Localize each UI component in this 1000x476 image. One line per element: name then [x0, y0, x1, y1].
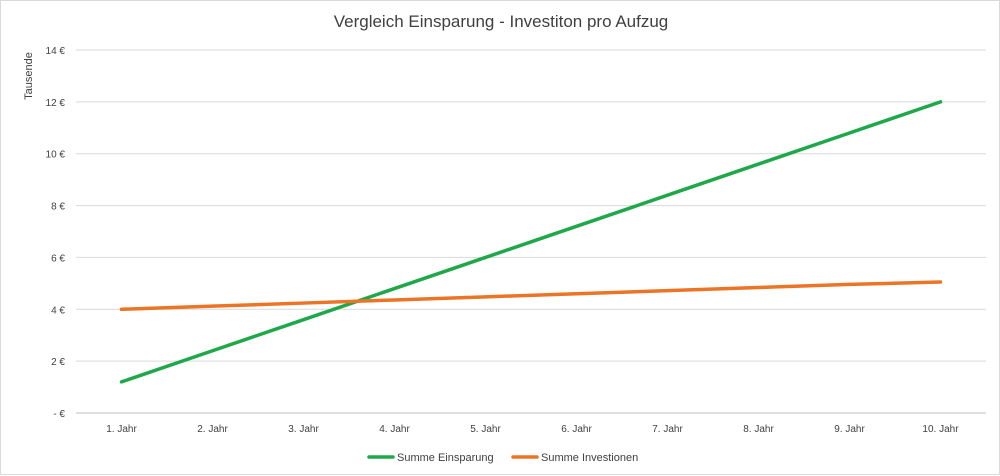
x-tick-label: 6. Jahr: [561, 424, 592, 435]
y-axis-ticks: - € 2 € 4 € 6 € 8 € 10 € 12 € 14 €: [46, 46, 66, 420]
x-axis-ticks: 1. Jahr 2. Jahr 3. Jahr 4. Jahr 5. Jahr 6. Ja…: [106, 424, 959, 435]
data-point: [211, 304, 214, 308]
x-tick-label: 9. Jahr: [834, 424, 865, 435]
x-tick-label: 1. Jahr: [106, 424, 137, 435]
legend-label: Summe Einsparung: [397, 452, 494, 464]
y-tick-label: 2 €: [51, 357, 65, 368]
data-point: [848, 131, 851, 135]
data-point: [120, 307, 123, 311]
gridlines: [76, 49, 986, 414]
data-point: [757, 162, 760, 166]
legend: Summe Einsparung Summe Investionen: [367, 452, 638, 464]
y-tick-label: 6 €: [51, 253, 65, 264]
y-tick-label: 8 €: [51, 202, 65, 213]
x-tick-label: 2. Jahr: [197, 424, 228, 435]
data-point: [393, 287, 396, 291]
data-point: [484, 255, 487, 259]
data-point: [211, 349, 214, 353]
data-point: [939, 100, 942, 104]
y-tick-label: 10 €: [46, 150, 66, 161]
data-point: [848, 282, 851, 286]
series-lines: [119, 100, 943, 384]
data-point: [939, 280, 942, 284]
x-tick-label: 4. Jahr: [379, 424, 410, 435]
x-tick-label: 5. Jahr: [470, 424, 501, 435]
data-point: [757, 286, 760, 290]
x-tick-label: 3. Jahr: [288, 424, 319, 435]
chart-title: Vergleich Einsparung - Investiton pro Au…: [334, 12, 669, 31]
data-point: [666, 289, 669, 293]
y-tick-label: 12 €: [46, 98, 66, 109]
y-axis-title: Tausende: [23, 52, 35, 100]
series-line: [119, 280, 943, 312]
legend-label: Summe Investionen: [541, 452, 638, 464]
series-line: [119, 100, 943, 384]
y-tick-label: 4 €: [51, 305, 65, 316]
data-point: [302, 301, 305, 305]
y-tick-label: - €: [53, 409, 65, 420]
data-point: [484, 295, 487, 299]
data-point: [302, 318, 305, 322]
x-tick-label: 10. Jahr: [922, 424, 959, 435]
y-tick-label: 14 €: [46, 46, 66, 57]
x-tick-label: 7. Jahr: [652, 424, 683, 435]
data-point: [393, 298, 396, 302]
data-point: [120, 380, 123, 384]
data-point: [575, 292, 578, 296]
x-tick-label: 8. Jahr: [743, 424, 774, 435]
data-point: [575, 224, 578, 228]
data-point: [666, 193, 669, 197]
